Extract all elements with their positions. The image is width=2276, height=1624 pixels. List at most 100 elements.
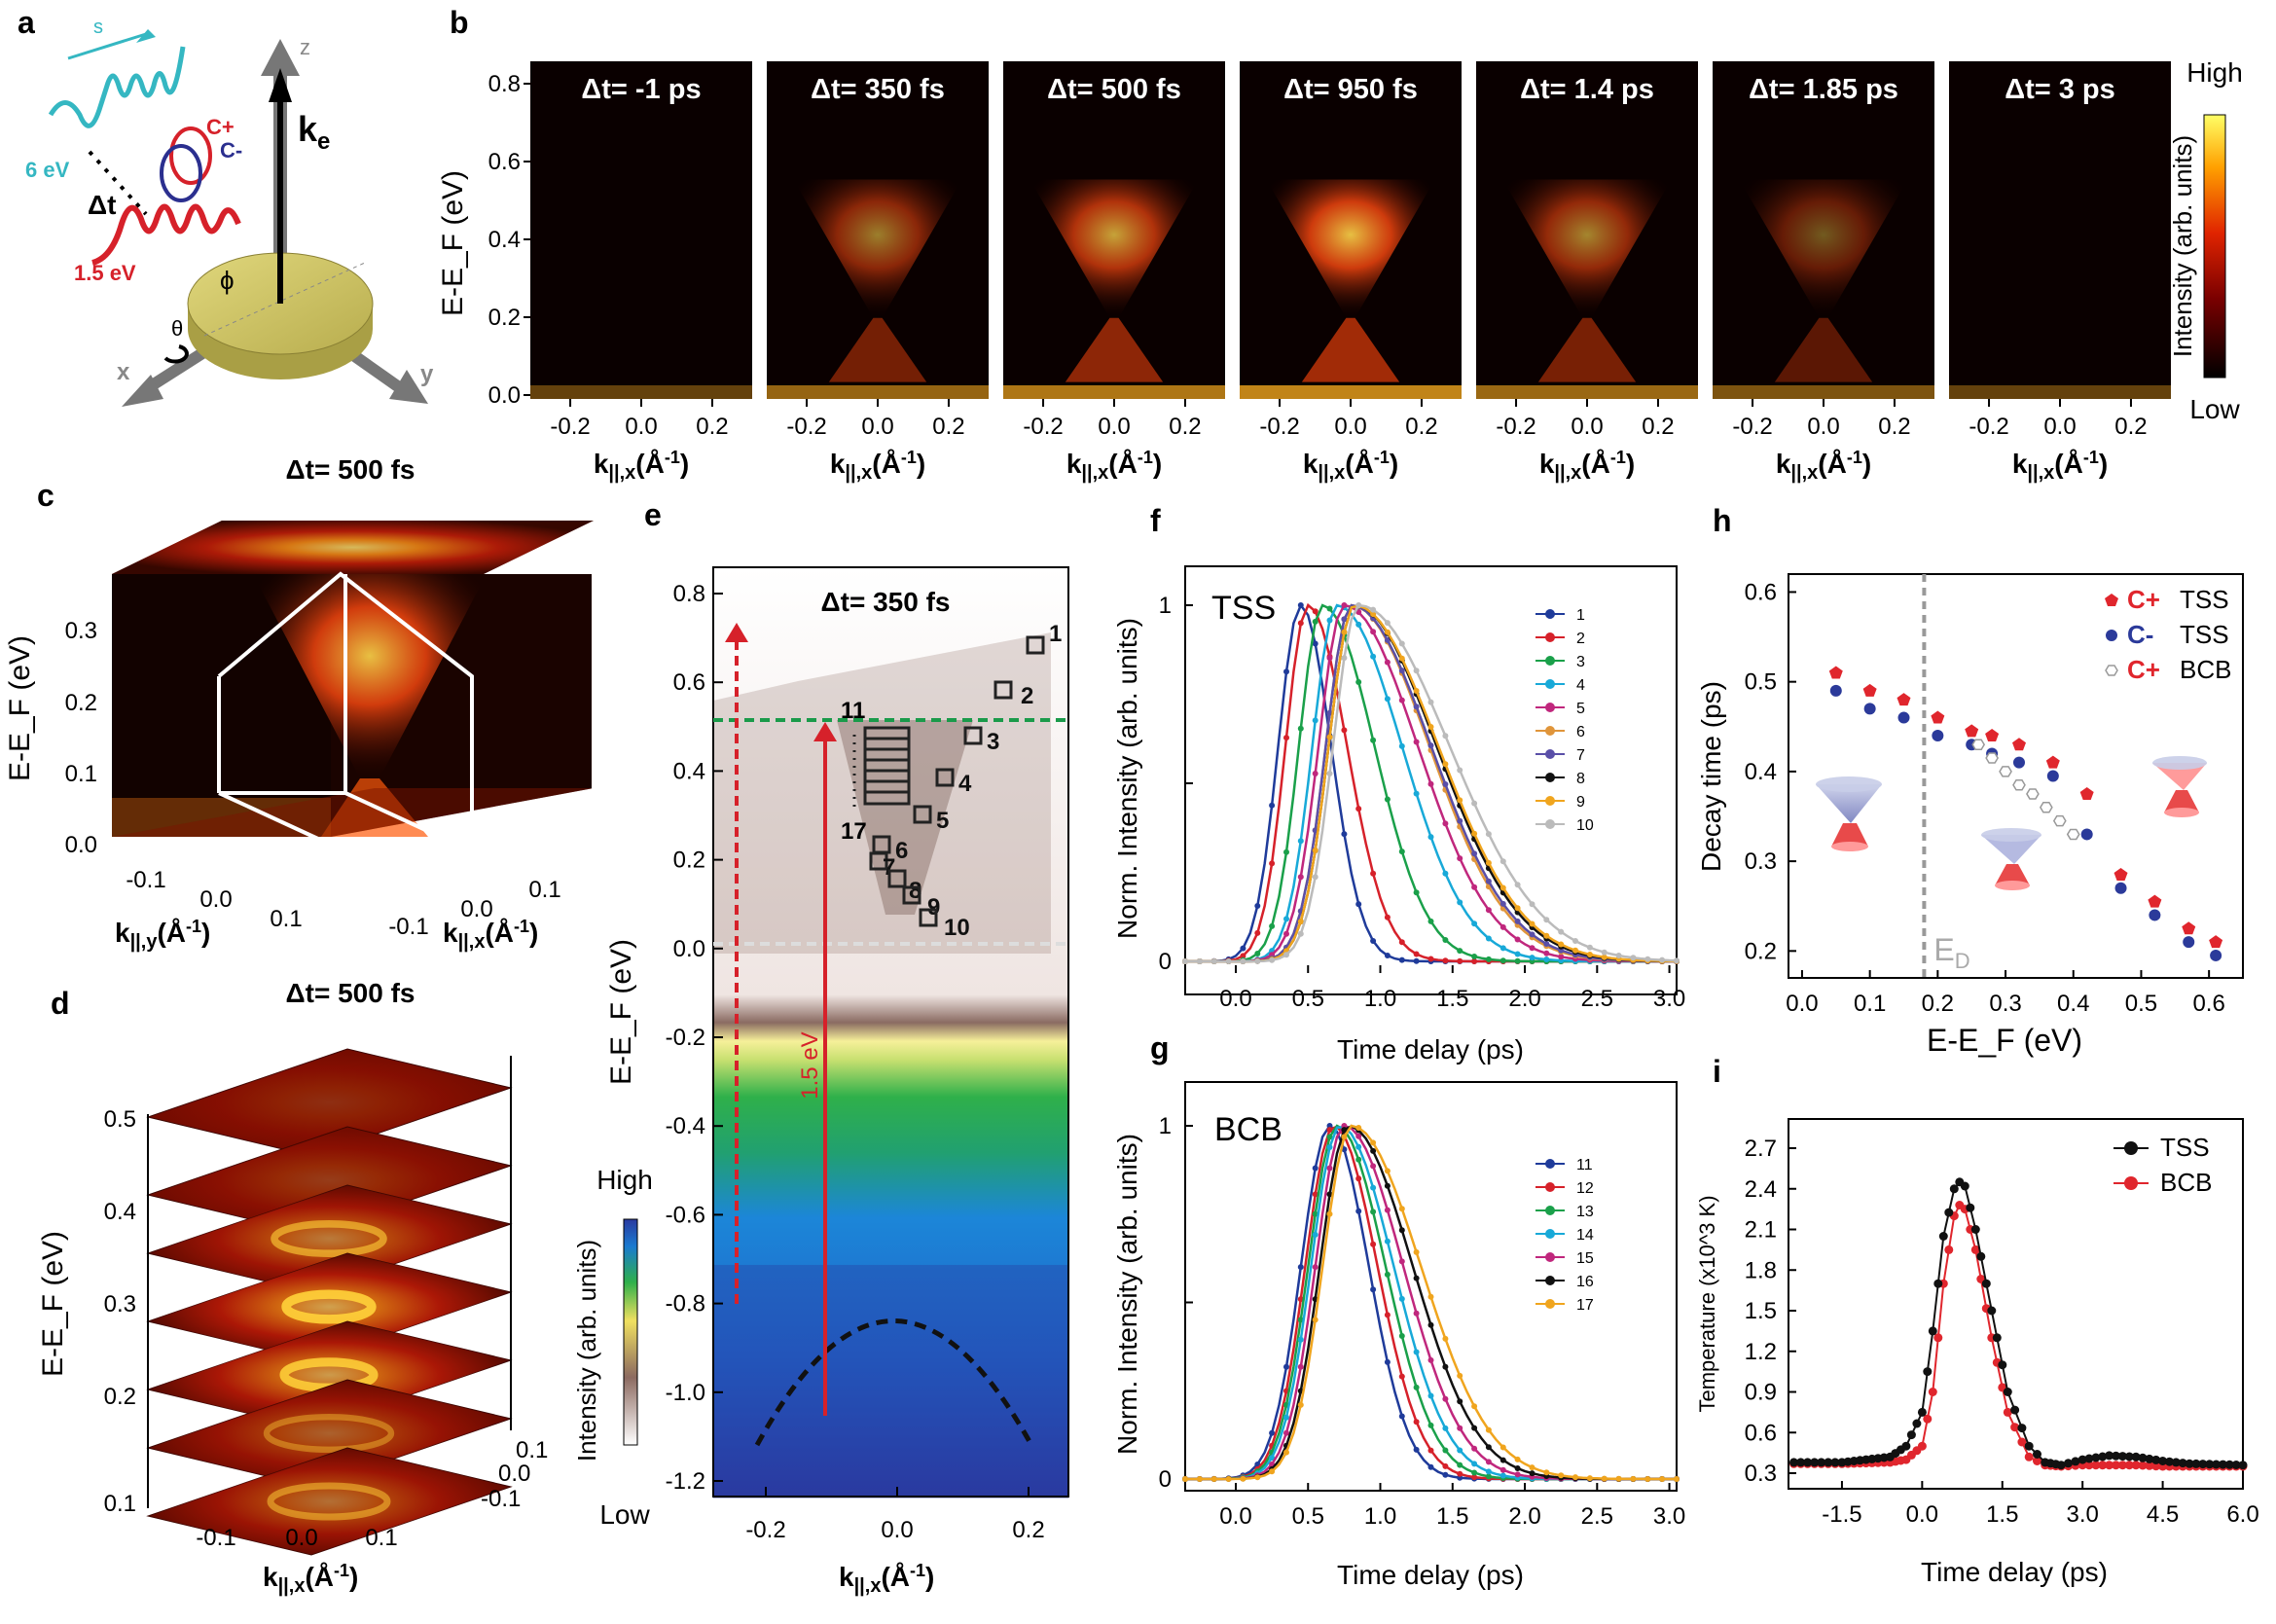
series-point (1471, 958, 1478, 964)
i-series-point (2017, 1424, 2027, 1433)
series-point (1355, 679, 1362, 685)
panel-c-ylabel: E-E_F (eV) (4, 635, 36, 781)
i-series-point (1830, 1458, 1840, 1467)
series-point (1427, 742, 1434, 749)
legend-label: 13 (1576, 1204, 1594, 1220)
series-point (1370, 737, 1377, 743)
series-point (1586, 952, 1593, 957)
h-legend-label: TSS (2180, 585, 2229, 614)
d-xtick-label: -0.1 (196, 1525, 235, 1551)
i-xtick-label: 1.5 (1986, 1501, 2018, 1528)
series-point (1370, 1241, 1377, 1247)
i-series-point (1976, 1251, 1986, 1261)
series-point (1514, 957, 1521, 964)
series-point (1572, 938, 1578, 944)
series-point (1413, 1446, 1420, 1453)
panel-h-cone-middle (1981, 828, 2041, 890)
rotation-icon (163, 344, 189, 364)
series-point (1457, 1462, 1463, 1468)
panel-letter-e: e (644, 497, 662, 532)
legend-marker (1545, 726, 1555, 736)
i-series-point (2056, 1461, 2066, 1470)
series-point (1326, 709, 1333, 716)
series-point (1514, 936, 1521, 943)
series-point (1355, 602, 1362, 608)
i-series-point (2165, 1457, 2174, 1466)
arpes-xtick-label: -0.2 (1496, 414, 1535, 440)
series-point (1254, 957, 1261, 964)
series-10 (1182, 602, 1680, 964)
series-point (1442, 1395, 1449, 1402)
series-point (1514, 1456, 1521, 1462)
series-point (1312, 1165, 1319, 1172)
series-point (1529, 901, 1535, 908)
legend-label: 6 (1576, 724, 1585, 740)
series-point (1427, 1356, 1434, 1363)
h-point (1828, 666, 1843, 679)
series-point (1355, 901, 1362, 908)
series-point (1572, 947, 1578, 954)
i-series-point (2231, 1461, 2241, 1469)
h-point (2045, 755, 2060, 769)
i-series-point (1960, 1181, 1969, 1191)
series-point (1326, 1127, 1333, 1134)
e-box-3 (963, 726, 983, 745)
panel-letter-h: h (1713, 503, 1732, 538)
series-point (1427, 956, 1434, 962)
h-point (1999, 766, 2012, 777)
series-point (1312, 618, 1319, 625)
series-point (1384, 636, 1391, 643)
series-point (1485, 907, 1492, 914)
y-label: y (420, 361, 434, 387)
i-series-point (2117, 1461, 2127, 1470)
series-point (1457, 767, 1463, 774)
phi-label: ϕ (220, 266, 235, 295)
panel-i: Temperature (x10^3 K) Time delay (ps) -1… (1695, 1118, 2259, 1587)
series-point (1297, 602, 1304, 608)
d-depth-label: 0.1 (516, 1437, 548, 1463)
series-point (1269, 956, 1276, 963)
series-point (1225, 958, 1232, 964)
series-point (1297, 1363, 1304, 1370)
series-point (1457, 1372, 1463, 1379)
xtick-label: 3.0 (1653, 1503, 1685, 1530)
i-series-point (1966, 1203, 1975, 1212)
series-point (1499, 858, 1506, 865)
series-point (1283, 916, 1289, 922)
i-series-point (2033, 1457, 2041, 1465)
i-ytick-label: 2.1 (1745, 1217, 1777, 1244)
d-depth-label: 0.0 (498, 1461, 530, 1487)
xtick-label: 2.0 (1508, 986, 1540, 1012)
arpes-fermi-edge (530, 385, 752, 399)
series-point (1398, 1413, 1405, 1420)
e-box-label: 10 (944, 915, 970, 941)
series-point (1485, 1444, 1492, 1451)
arpes-frame-title: Δt= 950 fs (1283, 74, 1418, 105)
arpes-frame-4: Δt= 1.4 ps -0.2 0.0 0.2 k||,x(Å-1) (1476, 61, 1698, 484)
series-point (1485, 1468, 1492, 1475)
series-point (1326, 655, 1333, 662)
series-point (1240, 958, 1246, 964)
series-point (1355, 1133, 1362, 1139)
h-legend-marker (2105, 665, 2118, 676)
panel-d-xlabel: k||,x(Å-1) (263, 1561, 358, 1597)
d-depth-label: -0.1 (481, 1486, 521, 1512)
arpes-fermi-edge (1949, 385, 2171, 399)
series-point (1384, 1312, 1391, 1318)
xtick-label: 0.0 (1219, 986, 1251, 1012)
series-point (1442, 733, 1449, 740)
i-series-point (2145, 1461, 2154, 1470)
series-point (1341, 629, 1348, 635)
i-series-point (1998, 1360, 2007, 1370)
series-point (1182, 1476, 1188, 1482)
i-legend-marker (2124, 1176, 2138, 1190)
e-ytick-label: 0.2 (673, 848, 705, 874)
i-series-point (2084, 1461, 2094, 1470)
i-series-point (2003, 1388, 2012, 1396)
panel-e-valence (713, 1265, 1068, 1498)
delay-label: Δt (88, 190, 116, 220)
cube-ytick-ky: 0.0 (199, 886, 232, 913)
panel-e-image (713, 567, 1068, 1497)
legend-marker (1545, 1252, 1555, 1262)
h-legend-label: TSS (2180, 620, 2229, 649)
